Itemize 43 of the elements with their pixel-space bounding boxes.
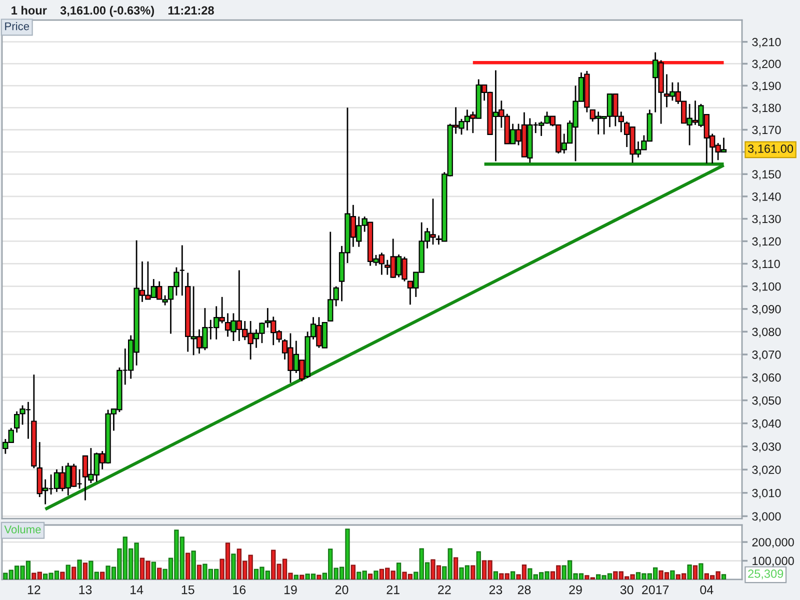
x-tick-label: 04 — [700, 585, 714, 594]
y-tick-label: 3,020 — [752, 466, 781, 476]
y-tick-label: 200,000 — [752, 538, 794, 548]
y-tick-label: 3,060 — [752, 373, 781, 384]
text: 3,161.00 — [748, 144, 794, 154]
y-tick-label: 3,170 — [752, 126, 781, 136]
x-tick-label: 19 — [284, 585, 297, 594]
y-tick-label: 3,150 — [752, 170, 781, 180]
y-tick-label: 3,100 — [752, 282, 781, 292]
y-tick-label: 3,180 — [752, 104, 781, 114]
y-axis-title: Volume — [4, 525, 41, 534]
y-tick-label: 3,080 — [752, 328, 781, 338]
x-tick-label: 29 — [569, 585, 582, 594]
y-axis-title: Price — [5, 22, 30, 30]
y-tick-label: 3,200 — [752, 60, 781, 70]
y-tick-label: 3,070 — [752, 350, 781, 360]
y-tick-label: 3,030 — [752, 442, 781, 452]
y-tick-label: 3,040 — [752, 419, 781, 430]
x-tick-label: 28 — [518, 585, 531, 594]
x-tick-label: 16 — [233, 585, 246, 594]
y-tick-label: 3,120 — [752, 237, 781, 248]
x-tick-label: 22 — [438, 585, 451, 594]
y-tick-label: 100,000 — [752, 556, 794, 567]
y-tick-label: 3,050 — [752, 396, 781, 406]
x-tick-label: 21 — [386, 585, 400, 594]
x-tick-label: 15 — [182, 585, 194, 594]
x-tick-label: 20 — [335, 585, 348, 594]
y-tick-label: 3,090 — [752, 304, 781, 315]
x-tick-label: 30 — [620, 585, 634, 594]
y-tick-label: 3,210 — [752, 38, 781, 48]
y-tick-label: 3,130 — [752, 214, 781, 225]
x-tick-label: 23 — [489, 585, 502, 594]
chart-title: 1 hour 3,161.00 (-0.63%) 11:21:28 — [12, 6, 214, 17]
y-tick-label: 3,140 — [752, 192, 781, 202]
x-tick-label: 13 — [79, 585, 92, 594]
x-tick-label: 14 — [130, 585, 144, 594]
y-tick-label: 3,000 — [752, 512, 781, 522]
y-tick-label: 3,110 — [752, 260, 780, 270]
y-tick-label: 3,010 — [752, 488, 781, 499]
x-tick-label: 2017 — [642, 585, 669, 594]
text: 25,309 — [748, 570, 784, 580]
y-tick-label: 3,190 — [752, 82, 781, 92]
x-tick-label: 12 — [28, 585, 40, 594]
